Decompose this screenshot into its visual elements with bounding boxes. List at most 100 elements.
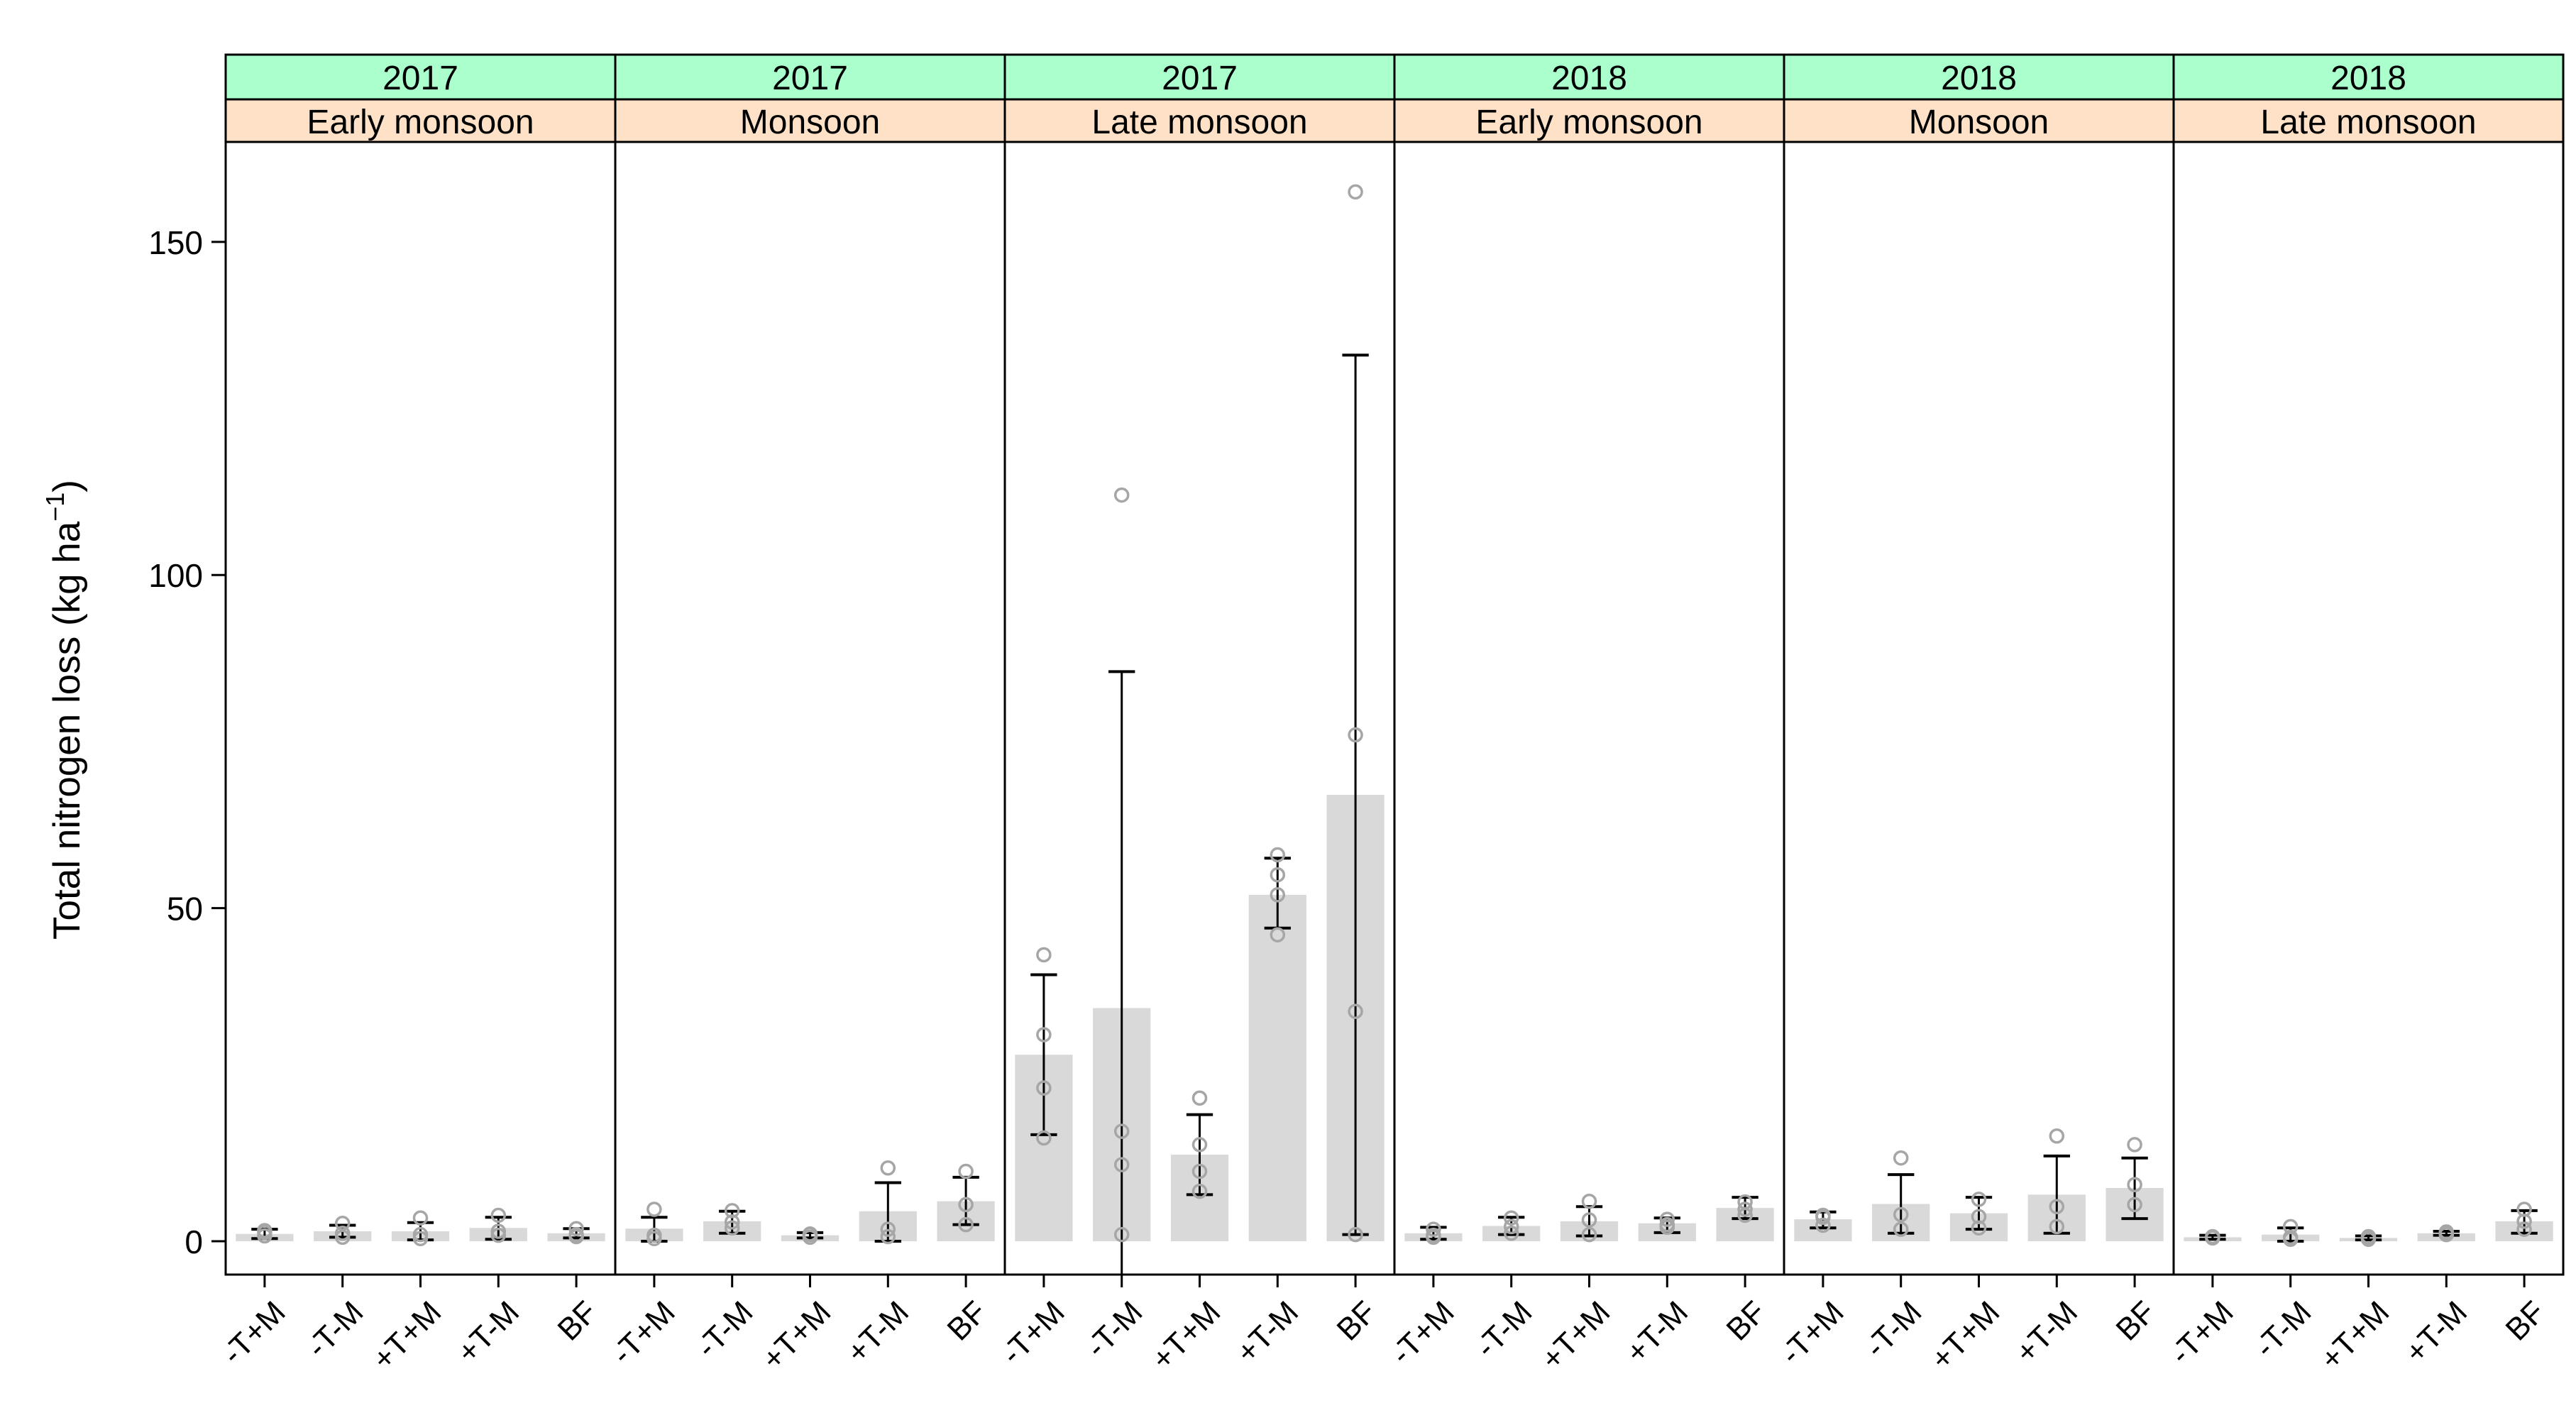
data-point xyxy=(880,1160,896,1176)
data-point xyxy=(1971,1209,1987,1225)
data-point xyxy=(1113,487,1130,503)
data-point xyxy=(1270,867,1286,883)
panel-data xyxy=(1015,184,1385,1275)
y-tick-label: 100 xyxy=(148,557,203,594)
panel-data xyxy=(625,1160,995,1247)
x-tick-label: -T+M xyxy=(1774,1294,1851,1371)
y-tick-label: 150 xyxy=(148,224,203,261)
strip-season xyxy=(1783,98,2175,143)
strip-year xyxy=(1393,53,1785,101)
data-point xyxy=(1737,1207,1753,1223)
x-tick-label: -T-M xyxy=(1859,1294,1929,1365)
data-point xyxy=(958,1163,974,1179)
data-point xyxy=(1191,1163,1208,1179)
y-axis-label-sup: −1 xyxy=(40,493,70,522)
x-tick-label: BF xyxy=(941,1294,993,1347)
strip-season xyxy=(614,98,1006,143)
data-point xyxy=(2127,1197,2142,1213)
x-tick-label: +T+M xyxy=(755,1294,837,1377)
x-tick-label: +T-M xyxy=(1619,1294,1695,1370)
data-point xyxy=(1191,1137,1208,1153)
panel-frame xyxy=(1783,141,2175,1276)
data-point xyxy=(257,1225,273,1241)
data-point xyxy=(568,1226,584,1243)
panel-frame xyxy=(224,141,617,1276)
data-point xyxy=(412,1226,429,1243)
panel-data xyxy=(2184,1201,2553,1247)
data-point xyxy=(1893,1150,1909,1166)
data-point xyxy=(1737,1201,1753,1217)
strip-year xyxy=(614,53,1006,101)
data-point xyxy=(1191,1090,1208,1106)
data-point xyxy=(1426,1221,1441,1237)
data-point xyxy=(490,1223,507,1239)
panel-6: 2018 Late monsoon -T+M -T-M+T+M +T-M BF xyxy=(2164,53,2565,1377)
data-point xyxy=(958,1197,974,1213)
x-tick-label: +T-M xyxy=(2009,1294,2084,1370)
data-point xyxy=(490,1207,507,1223)
data-point xyxy=(646,1231,662,1247)
strip-season xyxy=(224,98,617,143)
strip-year-label: 2017 xyxy=(382,60,458,97)
x-tick-label: -T+M xyxy=(216,1294,292,1371)
panel-data xyxy=(1404,1193,1774,1245)
strip-season-label: Late monsoon xyxy=(2260,104,2476,141)
panel-3: 2017 Late monsoon -T+M -T-M+T+M +T-M BF xyxy=(995,53,1396,1377)
data-point xyxy=(1659,1211,1675,1227)
data-point xyxy=(1503,1226,1519,1241)
x-tick-label: +T+M xyxy=(1534,1294,1617,1377)
x-tick-label: -T+M xyxy=(2164,1294,2240,1371)
strip-season-label: Early monsoon xyxy=(307,104,534,141)
data-point xyxy=(1581,1193,1597,1209)
panel-frame xyxy=(1393,141,1785,1276)
strip-year-label: 2018 xyxy=(1941,60,2017,97)
data-point xyxy=(802,1226,818,1243)
data-point xyxy=(2127,1137,2142,1153)
y-axis-label-close: ) xyxy=(46,480,88,493)
strip-year xyxy=(1783,53,2175,101)
data-point xyxy=(1893,1206,1909,1223)
strip-year xyxy=(2172,53,2565,101)
data-point xyxy=(880,1221,896,1237)
data-point xyxy=(1348,184,1363,200)
x-tick-label: -T-M xyxy=(1079,1294,1150,1365)
x-tick-label: BF xyxy=(1720,1294,1773,1347)
x-tick-label: +T+M xyxy=(1145,1294,1227,1377)
data-point xyxy=(334,1215,351,1231)
data-point xyxy=(2516,1221,2532,1237)
data-point xyxy=(2049,1128,2065,1144)
strip-year-label: 2018 xyxy=(2330,60,2406,97)
strip-season xyxy=(2172,98,2565,143)
data-point xyxy=(724,1220,740,1236)
x-tick-label: -T-M xyxy=(1469,1294,1539,1365)
data-point xyxy=(334,1226,351,1241)
data-point xyxy=(880,1228,896,1245)
data-point xyxy=(1581,1226,1597,1243)
data-point xyxy=(1270,927,1286,942)
x-tick-label: +T-M xyxy=(2399,1294,2474,1370)
x-tick-label: +T-M xyxy=(1230,1294,1305,1370)
data-point xyxy=(1191,1183,1208,1199)
panel-5: 2018 Monsoon -T+M -T-M+T+M +T-M BF xyxy=(1774,53,2175,1377)
strip-season-label: Monsoon xyxy=(1909,104,2049,141)
data-point xyxy=(2049,1199,2065,1214)
data-point xyxy=(958,1216,974,1233)
data-point xyxy=(1348,1226,1363,1243)
x-tick-label: -T+M xyxy=(1385,1294,1461,1371)
data-point xyxy=(1815,1217,1831,1233)
data-point xyxy=(1348,727,1363,743)
data-point xyxy=(1036,947,1052,963)
data-point xyxy=(568,1221,584,1236)
data-point xyxy=(1270,847,1286,863)
data-point xyxy=(2438,1224,2455,1240)
data-point xyxy=(1113,1226,1130,1243)
data-point xyxy=(1113,1123,1130,1139)
x-tick-label: -T+M xyxy=(995,1294,1072,1371)
data-point xyxy=(724,1214,740,1230)
panel-frame xyxy=(614,141,1006,1276)
y-axis-label: Total nitrogen loss (kg ha−1) xyxy=(40,480,88,940)
strip-season-label: Early monsoon xyxy=(1475,104,1702,141)
data-point xyxy=(1503,1219,1519,1235)
x-tick-label: BF xyxy=(2499,1294,2552,1347)
data-point xyxy=(1971,1192,1987,1207)
